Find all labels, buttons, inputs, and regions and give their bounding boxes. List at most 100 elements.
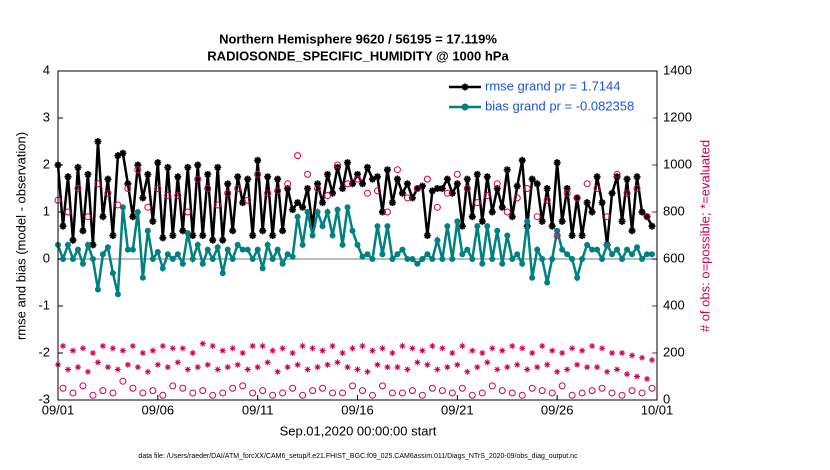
circle-marker xyxy=(408,387,416,395)
star-marker xyxy=(363,163,371,171)
dot-marker xyxy=(594,246,601,253)
dot-marker xyxy=(279,260,286,267)
y-tick-label: -2 xyxy=(38,344,50,359)
y2-axis-label: # of obs: o=possible; *=evaluated xyxy=(697,140,712,332)
dot-marker xyxy=(219,270,226,277)
star-marker xyxy=(544,361,551,368)
star-marker xyxy=(164,163,172,171)
circle-marker xyxy=(643,213,651,221)
circle-marker xyxy=(618,391,626,399)
star-marker xyxy=(59,222,67,230)
circle-marker xyxy=(214,201,222,209)
star-marker xyxy=(508,213,516,221)
star-marker xyxy=(513,182,521,190)
circle-marker xyxy=(498,387,506,395)
dot-marker xyxy=(534,246,541,253)
y2-tick-label: 400 xyxy=(663,297,685,312)
circle-marker xyxy=(109,389,117,397)
circle-marker xyxy=(304,170,312,178)
star-marker xyxy=(393,175,401,183)
dot-marker xyxy=(84,241,91,248)
dot-marker xyxy=(474,223,481,230)
circle-marker xyxy=(164,192,172,200)
dot-marker xyxy=(164,251,171,258)
circle-marker xyxy=(199,387,207,395)
star-marker xyxy=(438,185,446,192)
dot-marker xyxy=(444,223,451,230)
star-marker xyxy=(144,368,151,375)
y-tick-label: 2 xyxy=(43,156,50,171)
star-marker xyxy=(519,345,526,352)
star-marker xyxy=(588,208,596,216)
dot-marker xyxy=(184,230,191,237)
dot-marker xyxy=(369,256,376,262)
star-marker xyxy=(259,227,267,235)
y2-tick-label: 800 xyxy=(663,203,685,218)
star-marker xyxy=(199,232,207,239)
star-marker xyxy=(89,241,97,249)
star-marker xyxy=(219,236,227,244)
circle-marker xyxy=(309,387,317,395)
circle-marker xyxy=(368,391,376,399)
star-marker xyxy=(383,166,391,174)
star-marker xyxy=(358,180,366,188)
circle-marker xyxy=(593,185,601,192)
star-marker xyxy=(279,345,286,352)
circle-marker xyxy=(488,382,496,390)
star-marker xyxy=(528,175,536,183)
star-marker xyxy=(79,227,87,235)
star-marker xyxy=(289,350,296,356)
dot-marker xyxy=(494,227,501,234)
dot-marker xyxy=(614,246,621,253)
circle-marker xyxy=(294,152,302,160)
legend-marker xyxy=(461,83,469,91)
dot-marker xyxy=(154,248,161,255)
star-marker xyxy=(624,371,631,378)
dot-marker xyxy=(489,256,496,262)
star-marker xyxy=(234,361,241,368)
circle-marker xyxy=(279,389,287,397)
dot-marker xyxy=(329,232,336,239)
dot-marker xyxy=(284,251,291,258)
dot-marker xyxy=(189,256,196,262)
dot-marker xyxy=(604,241,611,248)
star-marker xyxy=(319,347,326,354)
star-marker xyxy=(89,350,96,356)
star-marker xyxy=(124,180,132,188)
star-marker xyxy=(149,217,157,225)
dot-marker xyxy=(469,256,476,262)
star-marker xyxy=(433,185,441,192)
circle-marker xyxy=(344,180,352,188)
star-marker xyxy=(194,364,201,371)
star-marker xyxy=(639,354,646,361)
star-marker xyxy=(418,182,426,190)
dot-marker xyxy=(504,232,511,239)
circle-marker xyxy=(543,196,551,204)
dot-marker xyxy=(394,251,401,258)
star-marker xyxy=(274,175,282,183)
circle-marker xyxy=(438,387,446,395)
star-marker xyxy=(373,173,381,181)
dot-marker xyxy=(99,251,106,258)
dot-marker xyxy=(644,251,651,258)
star-marker xyxy=(104,364,111,371)
dot-marker xyxy=(384,223,391,230)
star-marker xyxy=(614,366,621,373)
star-marker xyxy=(479,350,486,356)
circle-marker xyxy=(648,384,656,392)
dot-marker xyxy=(214,244,221,251)
star-marker xyxy=(489,345,496,352)
dot-marker xyxy=(579,256,586,262)
star-marker xyxy=(568,232,576,239)
dot-marker xyxy=(314,209,321,215)
star-marker xyxy=(439,345,446,352)
star-marker xyxy=(499,347,506,354)
circle-marker xyxy=(513,194,521,202)
dot-marker xyxy=(449,256,456,262)
legend-label: rmse grand pr = 1.7144 xyxy=(485,78,621,93)
star-marker xyxy=(573,194,581,202)
star-marker xyxy=(429,342,436,349)
circle-marker xyxy=(189,389,197,397)
circle-marker xyxy=(124,185,132,192)
circle-marker xyxy=(538,387,546,395)
